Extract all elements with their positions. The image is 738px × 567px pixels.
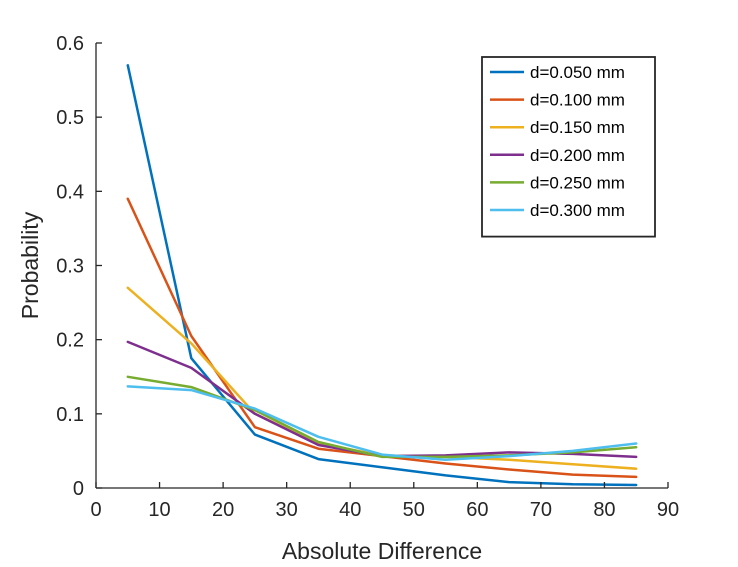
legend-label: d=0.250 mm (530, 173, 625, 192)
y-tick-label: 0.6 (56, 33, 84, 55)
x-tick-label: 40 (339, 499, 361, 521)
x-tick-label: 0 (90, 499, 101, 521)
series-line-2 (126, 197, 638, 479)
y-tick-label: 0.3 (56, 256, 84, 278)
x-axis-label: Absolute Difference (282, 538, 482, 564)
x-tick-label: 70 (530, 499, 552, 521)
x-tick-label: 80 (593, 499, 615, 521)
y-tick-label: 0.5 (56, 107, 84, 129)
legend-box (481, 56, 656, 238)
axes: 0 10 20 30 40 50 60 70 80 90 0 0.1 0.2 0.3 0.4 0.5 0.6 (56, 33, 679, 521)
y-tick-label: 0 (73, 478, 84, 500)
series-line-5 (126, 375, 638, 459)
x-tick-label: 90 (657, 499, 679, 521)
x-tick-label: 30 (276, 499, 298, 521)
y-tick-label: 0.1 (56, 404, 84, 426)
legend: d=0.050 mm d=0.100 mm d=0.150 mm d=0.200 mm… (481, 56, 656, 238)
y-tick-label: 0.2 (56, 330, 84, 352)
x-tick-label: 20 (212, 499, 234, 521)
series-layer (126, 64, 638, 487)
series-line-6 (126, 385, 638, 462)
x-tick-label: 50 (403, 499, 425, 521)
legend-label: d=0.050 mm (530, 63, 625, 82)
x-tick-label: 10 (148, 499, 170, 521)
legend-label: d=0.200 mm (530, 146, 625, 165)
y-tick-label: 0.4 (56, 181, 84, 203)
legend-label: d=0.100 mm (530, 91, 625, 110)
legend-label: d=0.300 mm (530, 201, 625, 220)
y-axis-label: Probability (17, 211, 43, 319)
legend-label: d=0.150 mm (530, 118, 625, 137)
x-tick-label: 60 (466, 499, 488, 521)
